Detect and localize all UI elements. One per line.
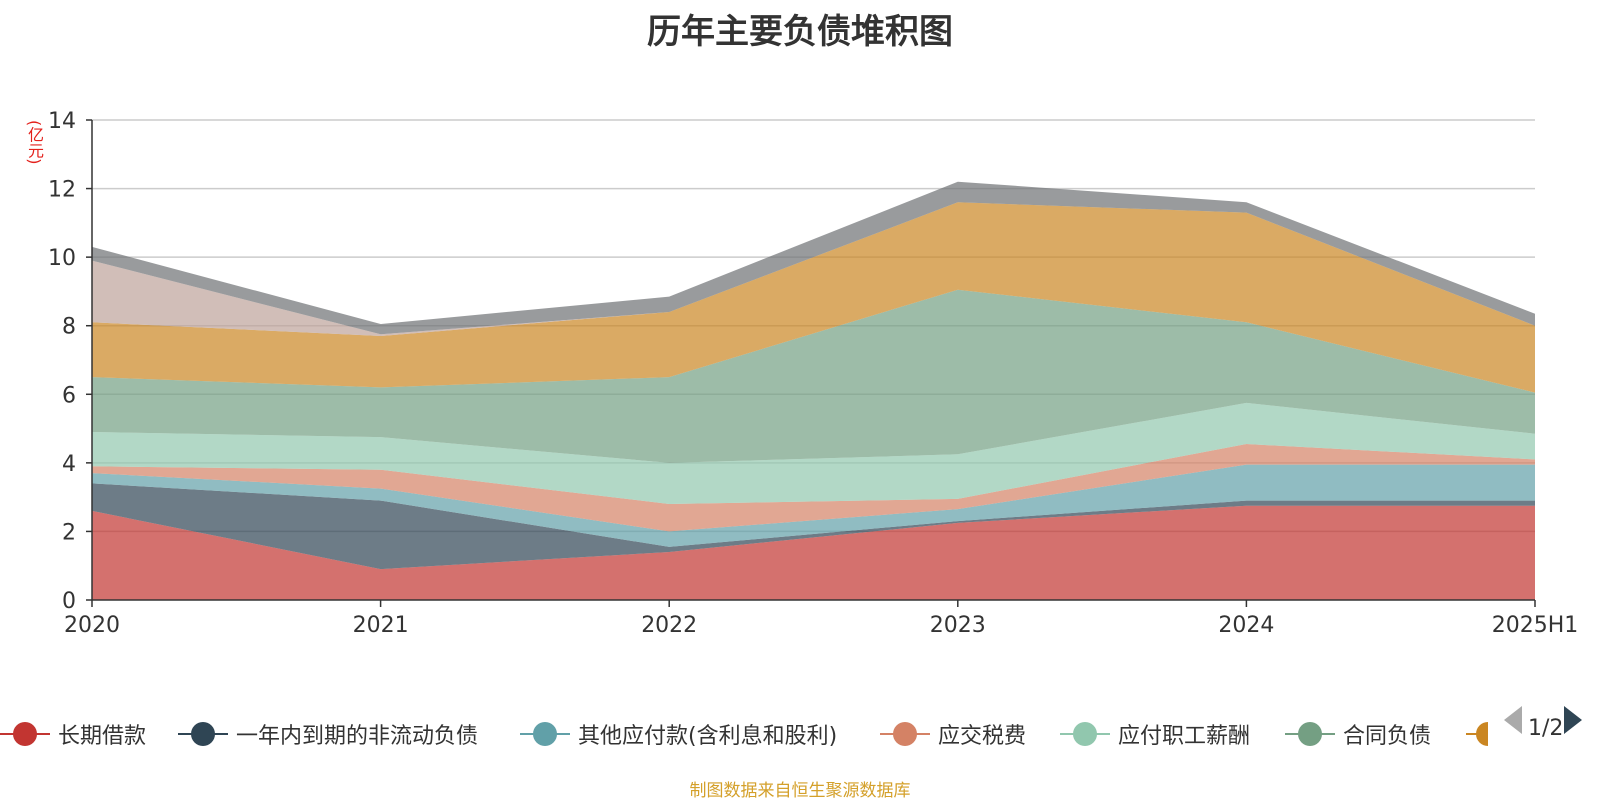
area-series-4[interactable]	[92, 402, 1535, 504]
legend-item[interactable]: 应付职工薪酬	[1060, 714, 1250, 754]
y-tick-label: 10	[48, 246, 76, 271]
y-axis-label: (亿元)	[25, 120, 44, 165]
y-tick-label: 14	[48, 109, 76, 134]
legend-pager	[1504, 706, 1582, 734]
y-tick-label: 12	[48, 178, 76, 203]
legend-label: 长期借款	[58, 724, 147, 749]
x-tick-label: 2025H1	[1492, 613, 1579, 638]
y-tick-label: 0	[62, 589, 76, 614]
legend-label: 应付职工薪酬	[1118, 724, 1251, 749]
legend-prev-icon[interactable]	[1504, 706, 1522, 734]
legend-item[interactable]: 长期借款	[0, 714, 146, 754]
stacked-areas	[92, 181, 1535, 600]
legend-item[interactable]: 一年内到期的非流动负债	[178, 714, 478, 754]
x-tick-label: 2024	[1218, 613, 1274, 638]
legend: 长期借款 一年内到期的非流动负债 其他应付款(含利息和股利) 应交税费 应付职工薪酬 合同…	[0, 714, 1600, 754]
axes: 0 2 4 6 8 10 12 14 2020 2021 2022 2023 2024 2025H1	[48, 109, 1578, 638]
x-tick-label: 2023	[930, 613, 986, 638]
area-series-2[interactable]	[92, 464, 1535, 547]
area-series-3[interactable]	[92, 444, 1535, 532]
y-tick-label: 8	[62, 315, 76, 340]
legend-marker-icon	[880, 714, 930, 754]
x-tick-label: 2021	[353, 613, 409, 638]
area-series-5[interactable]	[92, 289, 1535, 463]
legend-label: 合同负债	[1343, 724, 1432, 749]
legend-marker-icon	[0, 714, 50, 754]
legend-marker-icon	[520, 714, 570, 754]
chart-title: 历年主要负债堆积图	[647, 12, 953, 52]
y-tick-label: 2	[62, 520, 76, 545]
y-tick-label: 6	[62, 383, 76, 408]
legend-marker-icon	[1466, 722, 1488, 746]
area-series-6[interactable]	[92, 202, 1535, 393]
legend-label: 一年内到期的非流动负债	[236, 724, 479, 749]
area-series-0[interactable]	[92, 505, 1535, 600]
data-source-note: 制图数据来自恒生聚源数据库	[689, 781, 911, 801]
area-series-7[interactable]	[92, 202, 1535, 336]
legend-label: 应交税费	[938, 724, 1027, 749]
legend-next-icon[interactable]	[1564, 706, 1582, 734]
legend-marker-icon	[178, 714, 228, 754]
x-tick-label: 2022	[641, 613, 697, 638]
legend-page-indicator: 1/2	[1528, 716, 1564, 741]
legend-item[interactable]: 其他应付款(含利息和股利)	[520, 714, 837, 754]
x-tick-label: 2020	[64, 613, 120, 638]
y-tick-label: 4	[62, 452, 76, 477]
legend-label: 其他应付款(含利息和股利)	[578, 724, 838, 749]
area-series-1[interactable]	[92, 483, 1535, 570]
legend-marker-icon	[1060, 714, 1110, 754]
legend-marker-icon	[1285, 714, 1335, 754]
legend-item[interactable]: 应交税费	[880, 714, 1026, 754]
legend-item[interactable]: 合同负债	[1285, 714, 1431, 754]
